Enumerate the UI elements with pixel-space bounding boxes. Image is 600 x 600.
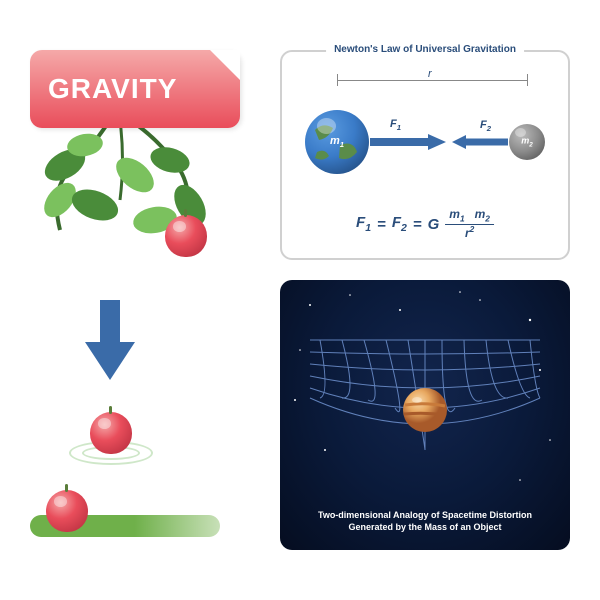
spacetime-caption: Two-dimensional Analogy of Spacetime Dis… (302, 509, 549, 534)
force-f2-arrow (452, 135, 508, 149)
earth-body: m1 (305, 110, 369, 174)
r-label: r (428, 68, 432, 80)
apple-on-tree (165, 215, 207, 257)
apple-falling (90, 412, 132, 454)
newton-formula: F1 = F2 = G m1 m2 r2 (356, 208, 494, 240)
spacetime-panel: Two-dimensional Analogy of Spacetime Dis… (280, 280, 570, 550)
force-f2-label: F2 (480, 119, 491, 133)
r-distance-line (337, 80, 527, 81)
moon-body: m2 (509, 124, 545, 160)
earth-label: m1 (330, 135, 344, 149)
newton-title: Newton's Law of Universal Gravitation (326, 44, 524, 55)
title-card: GRAVITY (30, 50, 240, 128)
apple-landed (46, 490, 88, 532)
moon-label: m2 (521, 136, 533, 149)
newton-law-panel: Newton's Law of Universal Gravitation r … (280, 50, 570, 260)
force-f1-arrow (370, 134, 446, 150)
force-f1-label: F1 (390, 118, 401, 132)
gravity-illustration: GRAVITY (30, 50, 270, 550)
title-text: GRAVITY (48, 73, 177, 105)
arrow-down-icon (85, 300, 135, 380)
